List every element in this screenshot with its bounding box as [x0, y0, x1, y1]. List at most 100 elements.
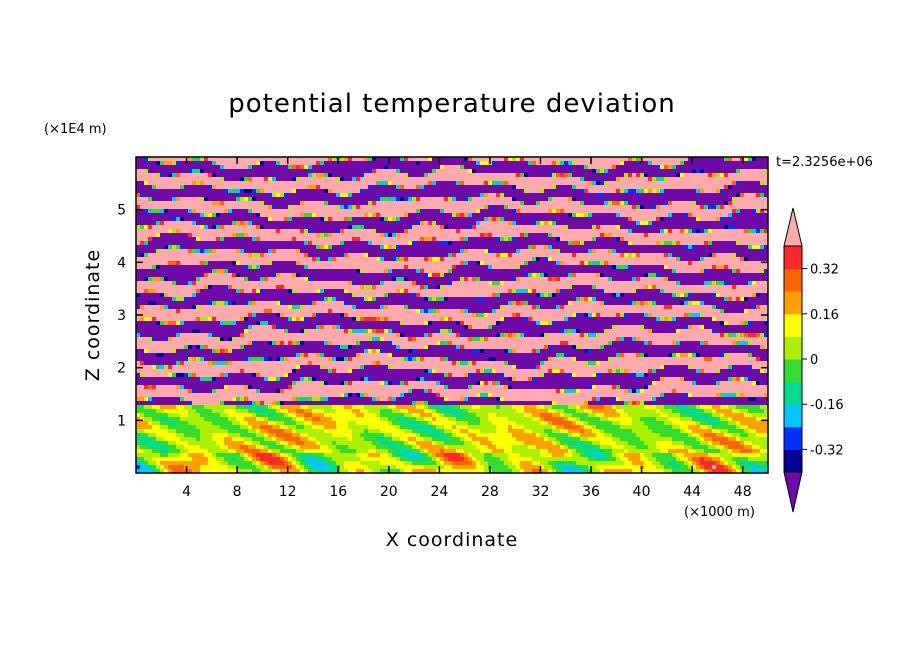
field-cell: [664, 289, 768, 294]
field-cell: [136, 413, 141, 418]
field-cell: [688, 157, 725, 162]
field-cell: [424, 369, 429, 374]
field-cell: [400, 437, 409, 442]
field-cell: [740, 257, 745, 262]
field-cell: [672, 201, 693, 206]
field-cell: [148, 225, 153, 230]
field-cell: [228, 461, 253, 466]
field-cell: [704, 313, 768, 318]
field-cell: [464, 325, 469, 330]
field-cell: [500, 237, 505, 242]
field-cell: [348, 345, 353, 350]
field-cell: [368, 429, 381, 434]
field-cell: [248, 197, 253, 202]
field-cell: [472, 373, 501, 378]
field-cell: [240, 189, 245, 194]
field-cell: [256, 461, 261, 466]
field-cell: [628, 189, 637, 194]
field-cell: [296, 369, 329, 374]
field-cell: [484, 381, 489, 386]
field-cell: [636, 205, 641, 210]
field-cell: [704, 437, 713, 442]
field-cell: [728, 437, 737, 442]
field-cell: [672, 409, 681, 414]
field-cell: [556, 237, 561, 242]
field-cell: [748, 333, 757, 338]
field-cell: [600, 273, 605, 278]
field-cell: [316, 173, 325, 178]
field-cell: [144, 241, 149, 246]
field-cell: [224, 437, 233, 442]
field-cell: [652, 221, 768, 226]
field-cell: [596, 193, 605, 198]
field-cell: [168, 277, 197, 282]
field-cell: [464, 197, 469, 202]
field-cell: [208, 173, 213, 178]
field-cell: [484, 205, 489, 210]
field-cell: [716, 189, 721, 194]
field-cell: [428, 285, 437, 290]
field-cell: [408, 441, 417, 446]
field-cell: [680, 377, 685, 382]
field-cell: [564, 445, 569, 450]
field-cell: [148, 433, 157, 438]
field-cell: [348, 369, 353, 374]
field-cell: [468, 225, 473, 230]
x-unit-label: (×1000 m): [684, 505, 755, 520]
field-cell: [540, 257, 545, 262]
field-cell: [360, 173, 365, 178]
field-cell: [596, 361, 601, 366]
field-cell: [204, 417, 229, 422]
field-cell: [512, 157, 517, 162]
field-cell: [588, 465, 597, 470]
field-cell: [684, 393, 689, 398]
field-cell: [152, 237, 197, 242]
field-cell: [392, 197, 397, 202]
field-cell: [368, 409, 381, 414]
field-cell: [228, 301, 233, 306]
field-cell: [168, 413, 181, 418]
y-axis-title: Z coordinate: [82, 249, 104, 381]
field-cell: [328, 397, 373, 402]
field-cell: [612, 201, 621, 206]
field-cell: [756, 305, 761, 310]
field-cell: [420, 237, 425, 242]
field-cell: [352, 381, 381, 386]
field-cell: [184, 445, 201, 450]
field-cell: [488, 181, 493, 186]
field-cell: [564, 289, 601, 294]
field-cell: [228, 189, 237, 194]
field-cell: [440, 393, 477, 398]
field-cell: [564, 413, 573, 418]
field-cell: [464, 333, 497, 338]
field-cell: [540, 273, 545, 278]
field-cell: [488, 265, 493, 270]
field-cell: [616, 213, 621, 218]
field-cell: [516, 197, 549, 202]
field-cell: [492, 469, 513, 473]
field-cell: [648, 177, 653, 182]
field-cell: [152, 469, 157, 473]
field-cell: [496, 217, 501, 222]
field-cell: [164, 277, 169, 282]
field-cell: [476, 457, 485, 462]
field-cell: [516, 173, 521, 178]
x-tick-label: 8: [233, 484, 242, 500]
field-cell: [496, 333, 501, 338]
field-cell: [364, 253, 369, 258]
field-cell: [152, 365, 157, 370]
field-cell: [136, 333, 141, 338]
field-cell: [256, 341, 269, 346]
field-cell: [528, 245, 533, 250]
field-cell: [488, 325, 493, 330]
field-cell: [516, 185, 553, 190]
field-cell: [172, 365, 297, 370]
field-cell: [564, 225, 569, 230]
field-cell: [288, 409, 297, 414]
field-cell: [400, 345, 425, 350]
field-cell: [184, 321, 221, 326]
field-cell: [680, 429, 685, 434]
field-cell: [136, 377, 201, 382]
field-cell: [196, 289, 201, 294]
field-cell: [216, 185, 309, 190]
